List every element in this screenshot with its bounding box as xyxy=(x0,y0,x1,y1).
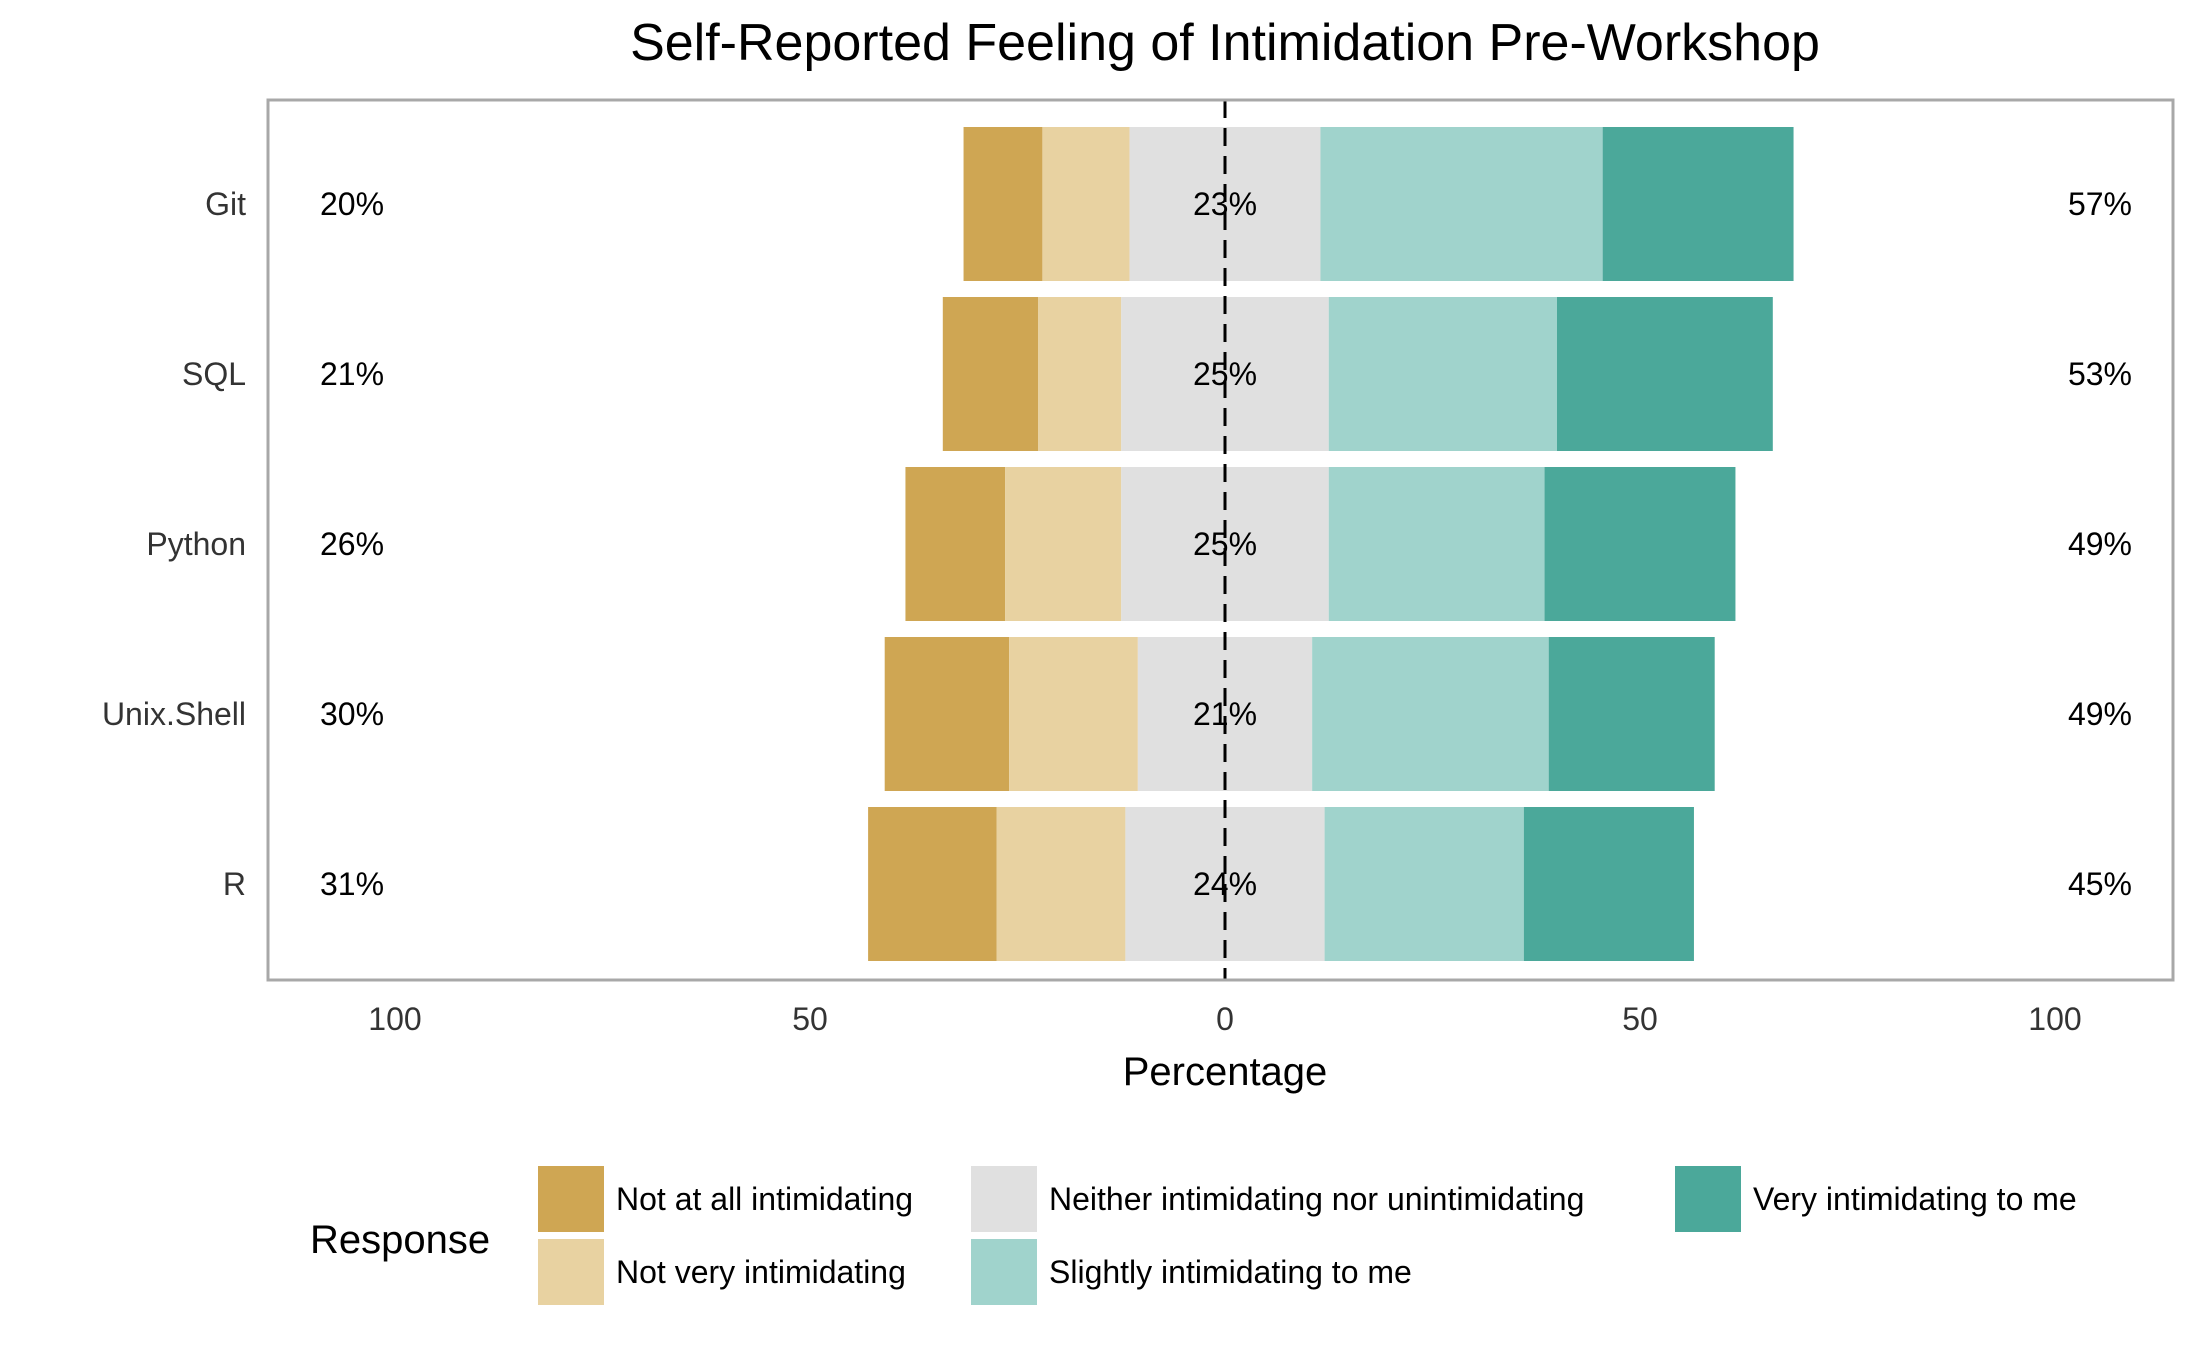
bar-unix-shell-series-4 xyxy=(1548,637,1715,791)
left-percent-label: 20% xyxy=(320,186,384,222)
bar-sql-series-0 xyxy=(942,297,1039,451)
legend-label: Not at all intimidating xyxy=(616,1181,913,1217)
right-percent-label: 57% xyxy=(2068,186,2132,222)
bar-python-series-3 xyxy=(1328,467,1545,621)
category-label: Python xyxy=(146,526,246,562)
x-tick-label: 100 xyxy=(2028,1001,2081,1037)
center-percent-label: 21% xyxy=(1193,696,1257,732)
bar-r-series-1 xyxy=(996,807,1126,961)
bar-python-series-0 xyxy=(905,467,1006,621)
x-axis-title: Percentage xyxy=(1123,1050,1328,1094)
category-labels: Git SQL Python Unix.Shell R xyxy=(102,186,246,902)
left-percent-label: 30% xyxy=(320,696,384,732)
legend-label: Slightly intimidating to me xyxy=(1049,1254,1412,1290)
bar-unix-shell-series-0 xyxy=(884,637,1010,791)
chart-title: Self-Reported Feeling of Intimidation Pr… xyxy=(630,14,1820,72)
x-tick-label: 100 xyxy=(368,1001,421,1037)
bar-sql-series-1 xyxy=(1038,297,1122,451)
x-tick-label: 50 xyxy=(1622,1001,1658,1037)
center-percent-label: 25% xyxy=(1193,526,1257,562)
left-percent-label: 26% xyxy=(320,526,384,562)
legend-key-series-1 xyxy=(538,1239,604,1305)
right-percent-label: 49% xyxy=(2068,696,2132,732)
center-percent-label: 23% xyxy=(1193,186,1257,222)
legend-key-series-0 xyxy=(538,1166,604,1232)
bar-git-series-4 xyxy=(1602,127,1794,281)
left-percent-label: 31% xyxy=(320,866,384,902)
bar-git-series-0 xyxy=(963,127,1043,281)
percent-labels: 20% 23% 57% 21% 25% 53% 26% 25% 49% 30% 21% 49% 31% 2… xyxy=(320,186,2132,902)
bar-unix-shell-series-1 xyxy=(1009,637,1138,791)
center-percent-label: 25% xyxy=(1193,356,1257,392)
panel-border xyxy=(266,98,2175,982)
bars xyxy=(868,127,1794,961)
bar-unix-shell-series-3 xyxy=(1312,637,1549,791)
category-label: Git xyxy=(205,186,246,222)
x-axis-ticks: 100 50 0 50 100 xyxy=(368,1001,2081,1037)
bar-git-series-3 xyxy=(1320,127,1603,281)
legend-title: Response xyxy=(310,1218,490,1262)
bar-python-series-1 xyxy=(1005,467,1122,621)
bar-r-series-0 xyxy=(868,807,997,961)
left-percent-label: 21% xyxy=(320,356,384,392)
category-label: SQL xyxy=(182,356,246,392)
legend-key-series-2 xyxy=(971,1166,1037,1232)
legend-key-series-4 xyxy=(1675,1166,1741,1232)
right-percent-label: 45% xyxy=(2068,866,2132,902)
bar-git-series-1 xyxy=(1042,127,1130,281)
legend-label: Neither intimidating nor unintimidating xyxy=(1049,1181,1584,1217)
right-percent-label: 49% xyxy=(2068,526,2132,562)
x-tick-label: 0 xyxy=(1216,1001,1234,1037)
bar-r-series-3 xyxy=(1324,807,1524,961)
bar-python-series-4 xyxy=(1544,467,1736,621)
center-percent-label: 24% xyxy=(1193,866,1257,902)
legend: Response Not at all intimidating Not very… xyxy=(310,1166,2077,1305)
bar-sql-series-4 xyxy=(1557,297,1773,451)
legend-label: Not very intimidating xyxy=(616,1254,906,1290)
bar-sql-series-3 xyxy=(1328,297,1557,451)
category-label: Unix.Shell xyxy=(102,696,246,732)
x-tick-label: 50 xyxy=(792,1001,828,1037)
category-label: R xyxy=(223,866,246,902)
legend-key-series-3 xyxy=(971,1239,1037,1305)
bar-r-series-4 xyxy=(1523,807,1694,961)
right-percent-label: 53% xyxy=(2068,356,2132,392)
legend-label: Very intimidating to me xyxy=(1753,1181,2077,1217)
